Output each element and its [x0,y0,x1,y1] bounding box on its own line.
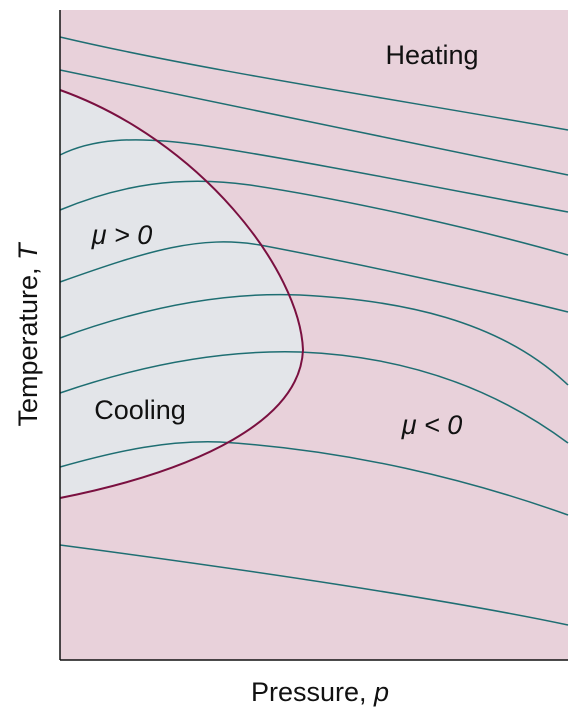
isenthalp [59,440,569,516]
isenthalp [59,241,569,313]
isenthalp [59,351,569,444]
isenthalp [59,139,569,213]
x-axis-symbol: p [373,677,389,707]
y-axis-label-text: Temperature, [13,267,43,426]
region-label: μ > 0 [91,220,153,250]
x-axis-label-text: Pressure, [251,677,367,707]
isenthalps [59,36,569,626]
y-axis-label: Temperature, T [13,241,43,427]
isenthalp [59,69,569,176]
y-axis-symbol: T [13,241,43,260]
inversion-curve [59,89,305,499]
region-label: μ < 0 [401,410,463,440]
cooling-region [60,90,303,498]
isenthalp [59,36,569,131]
x-axis-label: Pressure, p [251,677,389,707]
region-label: Heating [385,40,478,70]
isenthalp [59,293,569,386]
isenthalp [59,544,569,626]
isenthalp [59,180,569,256]
region-label: Cooling [94,395,186,425]
